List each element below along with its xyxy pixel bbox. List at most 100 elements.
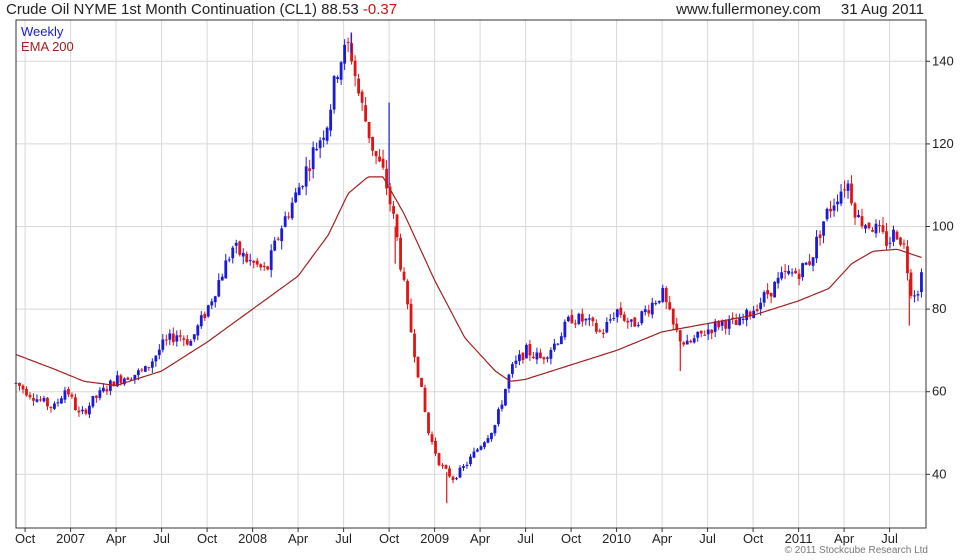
candle-body — [178, 335, 182, 337]
candle-body — [741, 318, 745, 320]
x-tick-label: Jul — [699, 531, 716, 546]
candle-body — [605, 321, 609, 333]
candle-body — [685, 340, 689, 345]
candle-body — [790, 272, 794, 274]
x-tick-label: Jul — [335, 531, 352, 546]
candle-body — [748, 311, 752, 317]
candle-body — [734, 320, 738, 326]
symbol-name: Crude Oil NYME 1st Month Continuation (C… — [6, 1, 317, 18]
candle-body — [640, 311, 644, 324]
candle-body — [888, 242, 892, 244]
candle-body — [601, 333, 605, 335]
candle-body — [168, 333, 172, 340]
candle-body — [584, 318, 588, 321]
candle-body — [815, 236, 818, 259]
candle-body — [629, 319, 633, 322]
candle-body — [77, 410, 81, 413]
legend-entry: EMA 200 — [21, 39, 74, 54]
candle-body — [476, 449, 479, 452]
candle-body — [49, 406, 53, 409]
candle-body — [171, 333, 175, 343]
candle-body — [115, 375, 119, 387]
candle-body — [343, 44, 347, 64]
candle-body — [332, 76, 336, 110]
copyright: © 2011 Stockcube Research Ltd — [784, 545, 928, 556]
candle-body — [108, 380, 112, 391]
candle-body — [32, 398, 35, 401]
candle-body — [647, 310, 651, 314]
candle-body — [881, 225, 885, 232]
candle-body — [594, 322, 598, 332]
candle-body — [633, 317, 637, 327]
candle-body — [451, 476, 455, 480]
candle-body — [81, 409, 84, 412]
y-tick-label: 140 — [932, 53, 954, 68]
candle-body — [234, 242, 238, 246]
x-tick-label: Oct — [197, 531, 218, 546]
candle-body — [762, 292, 766, 303]
candle-body — [836, 201, 839, 205]
candle-body — [776, 277, 780, 284]
candle-body — [388, 186, 392, 205]
candle-body — [699, 330, 703, 334]
candle-body — [500, 404, 504, 409]
candle-body — [252, 260, 256, 263]
plot-frame — [15, 19, 927, 529]
candle-body — [364, 105, 367, 122]
candle-body — [423, 387, 427, 412]
candle-body — [399, 237, 402, 270]
candle-body — [497, 409, 500, 425]
candle-body — [843, 189, 846, 191]
candle-body — [112, 381, 116, 387]
candle-body — [552, 343, 556, 350]
candle-body — [769, 292, 773, 297]
candle-body — [434, 440, 437, 454]
candle-body — [133, 374, 137, 380]
candle-body — [867, 222, 871, 229]
candle-body — [752, 310, 756, 319]
candle-body — [486, 438, 490, 443]
candle-body — [766, 290, 770, 295]
candle-body — [675, 323, 679, 331]
y-tick-label: 80 — [932, 301, 946, 316]
site-url[interactable]: www.fullermoney.com — [676, 1, 821, 18]
candle-body — [224, 260, 228, 279]
candle-body — [189, 341, 193, 346]
candle-body — [301, 186, 305, 188]
candle-body — [906, 246, 909, 274]
candle-body — [227, 259, 231, 261]
candle-body — [161, 339, 165, 350]
candle-body — [276, 238, 280, 240]
candle-body — [213, 296, 217, 303]
candle-body — [280, 228, 284, 242]
x-tick-label: 2007 — [56, 531, 85, 546]
candle-body — [902, 243, 906, 245]
chart-date: 31 Aug 2011 — [840, 1, 924, 18]
candle-body — [430, 434, 434, 442]
x-tick-label: Apr — [652, 531, 673, 546]
candle-body — [703, 334, 707, 336]
y-tick-label: 100 — [932, 219, 954, 234]
candle-body — [203, 313, 207, 319]
candle-body — [696, 331, 700, 338]
candle-body — [643, 309, 647, 313]
x-tick-label: Jul — [153, 531, 170, 546]
candle-body — [150, 361, 154, 368]
candle-body — [367, 122, 371, 139]
candle-body — [566, 316, 570, 322]
candle-body — [549, 349, 553, 359]
candle-body — [878, 225, 881, 227]
candle-body — [231, 247, 235, 259]
candle-body — [895, 231, 899, 240]
candle-body — [448, 468, 451, 477]
x-tick-label: 2008 — [238, 531, 267, 546]
candle-body — [56, 402, 60, 404]
candle-body — [88, 405, 91, 415]
candle-body — [920, 272, 923, 293]
candle-body — [563, 321, 567, 338]
x-tick-label: Jul — [881, 531, 898, 546]
candle-body — [28, 394, 32, 398]
candle-body — [199, 315, 203, 327]
candle-body — [315, 148, 319, 151]
candle-body — [874, 223, 878, 234]
